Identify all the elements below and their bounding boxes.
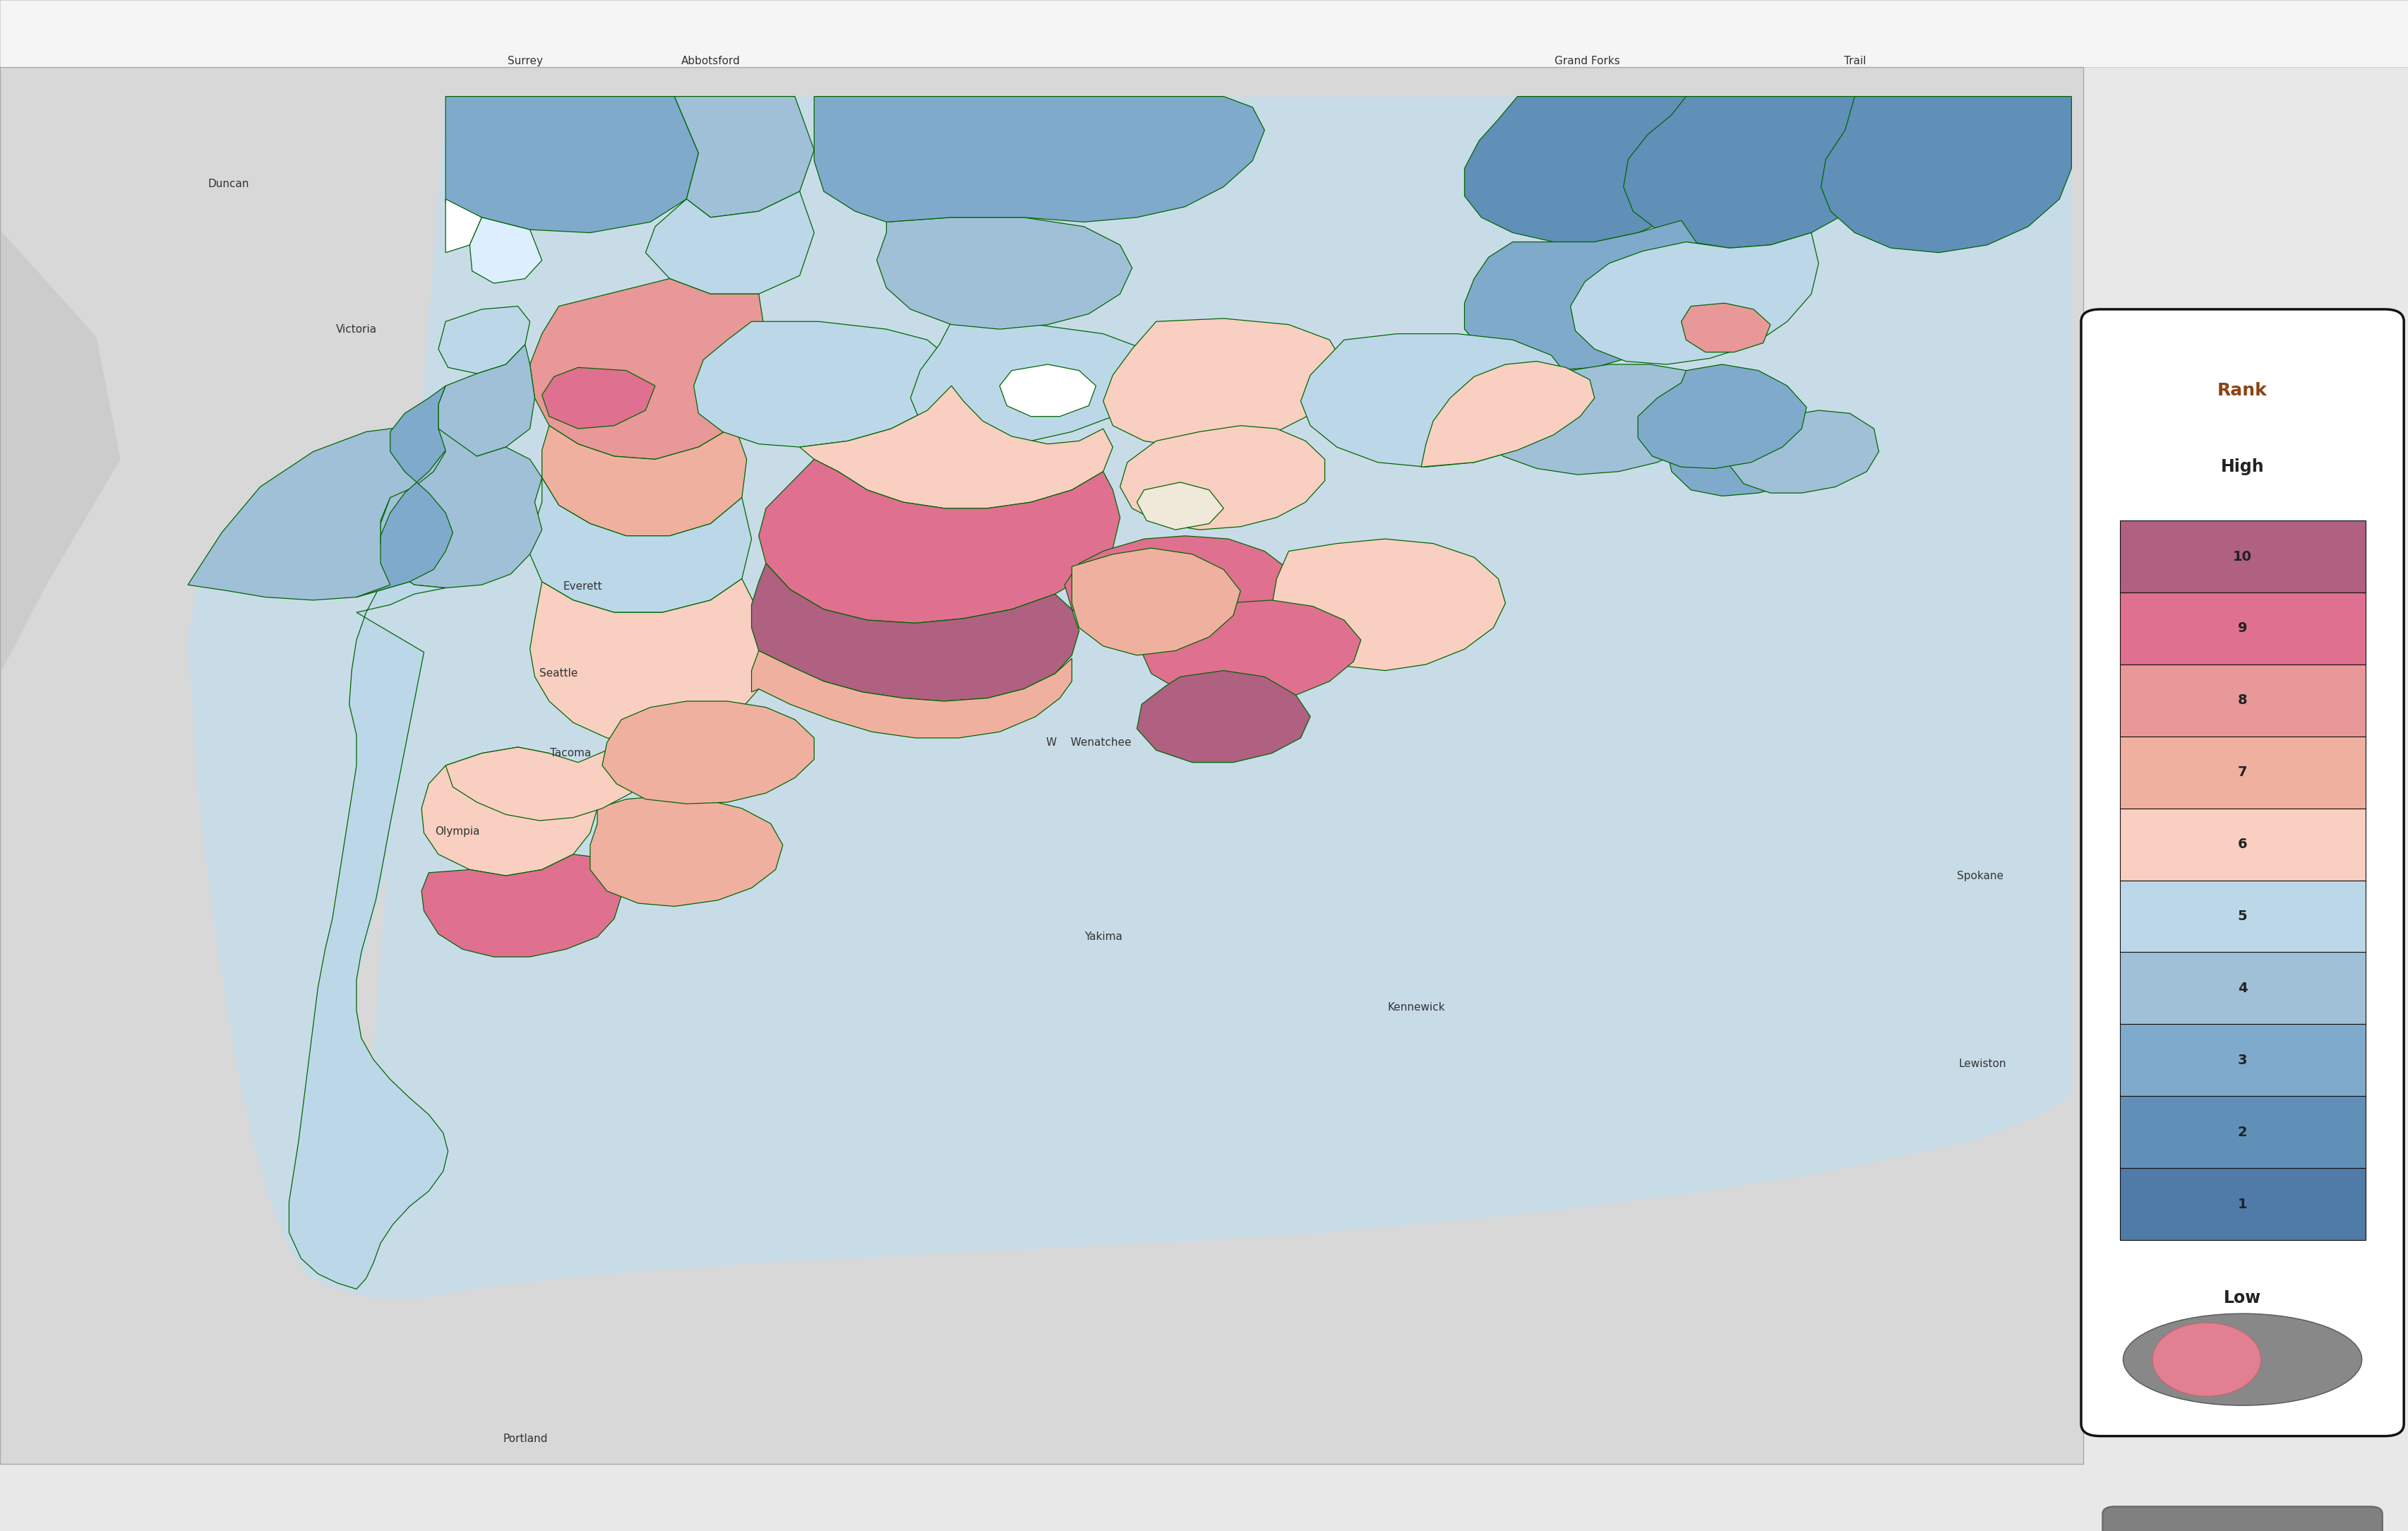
Polygon shape — [530, 478, 751, 612]
Text: Kennewick: Kennewick — [1387, 1003, 1445, 1012]
Bar — [2119, 592, 2365, 664]
Polygon shape — [542, 426, 746, 536]
Text: 4: 4 — [2237, 981, 2247, 995]
Text: Abbotsford: Abbotsford — [681, 57, 739, 66]
Text: Olympia: Olympia — [436, 827, 479, 836]
Polygon shape — [694, 322, 951, 447]
Text: W    Wenatchee: W Wenatchee — [1045, 738, 1132, 747]
Polygon shape — [799, 386, 1112, 508]
Polygon shape — [470, 217, 542, 283]
Text: Yakima: Yakima — [1084, 932, 1122, 942]
Polygon shape — [590, 796, 783, 906]
Polygon shape — [1064, 536, 1296, 651]
Polygon shape — [289, 548, 448, 1289]
Polygon shape — [645, 191, 814, 294]
Text: 7: 7 — [2237, 766, 2247, 779]
Bar — [2119, 1024, 2365, 1096]
Polygon shape — [1141, 600, 1361, 701]
Polygon shape — [1464, 96, 1722, 242]
Polygon shape — [1729, 410, 1878, 493]
Polygon shape — [188, 426, 445, 600]
Bar — [2119, 736, 2365, 808]
Polygon shape — [759, 459, 1120, 623]
Polygon shape — [1474, 364, 1722, 475]
Bar — [2119, 1096, 2365, 1168]
Polygon shape — [445, 738, 650, 821]
Text: Spokane: Spokane — [1955, 871, 2003, 880]
Polygon shape — [1820, 96, 2071, 253]
Text: Duncan: Duncan — [207, 179, 250, 188]
Polygon shape — [1120, 426, 1324, 530]
Polygon shape — [188, 96, 2071, 1298]
Ellipse shape — [2153, 1323, 2261, 1396]
Text: 8: 8 — [2237, 694, 2247, 707]
Polygon shape — [877, 217, 1132, 329]
Polygon shape — [999, 364, 1096, 416]
Text: Tacoma: Tacoma — [549, 749, 592, 758]
Polygon shape — [542, 367, 655, 429]
Polygon shape — [1421, 361, 1594, 467]
Text: Low: Low — [2223, 1289, 2261, 1307]
Text: 3: 3 — [2237, 1053, 2247, 1067]
Polygon shape — [1300, 334, 1570, 467]
Polygon shape — [1137, 671, 1310, 762]
Polygon shape — [380, 429, 542, 588]
Bar — [2119, 880, 2365, 952]
Polygon shape — [1271, 539, 1505, 671]
Text: Everett: Everett — [563, 582, 602, 591]
Polygon shape — [1464, 220, 1705, 371]
Bar — [2119, 664, 2365, 736]
Bar — [2119, 521, 2365, 592]
Text: High: High — [2220, 458, 2264, 476]
Polygon shape — [530, 579, 766, 743]
Text: Surrey: Surrey — [508, 57, 542, 66]
Polygon shape — [674, 96, 814, 217]
Text: 5: 5 — [2237, 909, 2247, 923]
Polygon shape — [814, 96, 1264, 222]
Text: 1: 1 — [2237, 1197, 2247, 1211]
Bar — [0, 67, 2083, 1464]
Polygon shape — [1103, 318, 1344, 447]
Text: Portland: Portland — [503, 1435, 547, 1444]
Bar — [0, 0, 2408, 67]
FancyBboxPatch shape — [2081, 309, 2403, 1436]
Text: Grand Forks: Grand Forks — [1553, 57, 1621, 66]
Text: 6: 6 — [2237, 837, 2247, 851]
Polygon shape — [1666, 416, 1825, 496]
Polygon shape — [751, 651, 1072, 738]
Text: 2: 2 — [2237, 1125, 2247, 1139]
Text: Seattle: Seattle — [539, 669, 578, 678]
Bar — [0, 0, 2408, 67]
Text: 10: 10 — [2232, 550, 2251, 563]
Polygon shape — [438, 306, 530, 374]
Ellipse shape — [2121, 1314, 2362, 1405]
Polygon shape — [0, 67, 120, 1464]
Polygon shape — [910, 322, 1156, 444]
FancyBboxPatch shape — [2102, 1507, 2382, 1531]
Bar — [2119, 1168, 2365, 1240]
Bar — [2119, 808, 2365, 880]
Bar — [2119, 952, 2365, 1024]
Polygon shape — [1623, 96, 1883, 248]
Polygon shape — [1681, 303, 1770, 352]
Polygon shape — [421, 747, 597, 876]
Polygon shape — [445, 199, 482, 253]
Polygon shape — [421, 854, 621, 957]
Text: Trail: Trail — [1842, 57, 1866, 66]
Polygon shape — [1072, 548, 1240, 655]
Polygon shape — [445, 96, 698, 233]
Polygon shape — [438, 344, 535, 456]
Polygon shape — [602, 701, 814, 804]
Polygon shape — [751, 563, 1079, 701]
Text: Rank: Rank — [2218, 381, 2266, 400]
Polygon shape — [1570, 233, 1818, 364]
Text: Lewiston: Lewiston — [1958, 1059, 2006, 1069]
Polygon shape — [356, 386, 453, 597]
Text: 9: 9 — [2237, 622, 2247, 635]
Polygon shape — [1137, 482, 1223, 530]
Polygon shape — [530, 279, 766, 459]
Polygon shape — [1637, 364, 1806, 468]
Text: Victoria: Victoria — [335, 325, 378, 334]
Bar — [0, 67, 2083, 1464]
